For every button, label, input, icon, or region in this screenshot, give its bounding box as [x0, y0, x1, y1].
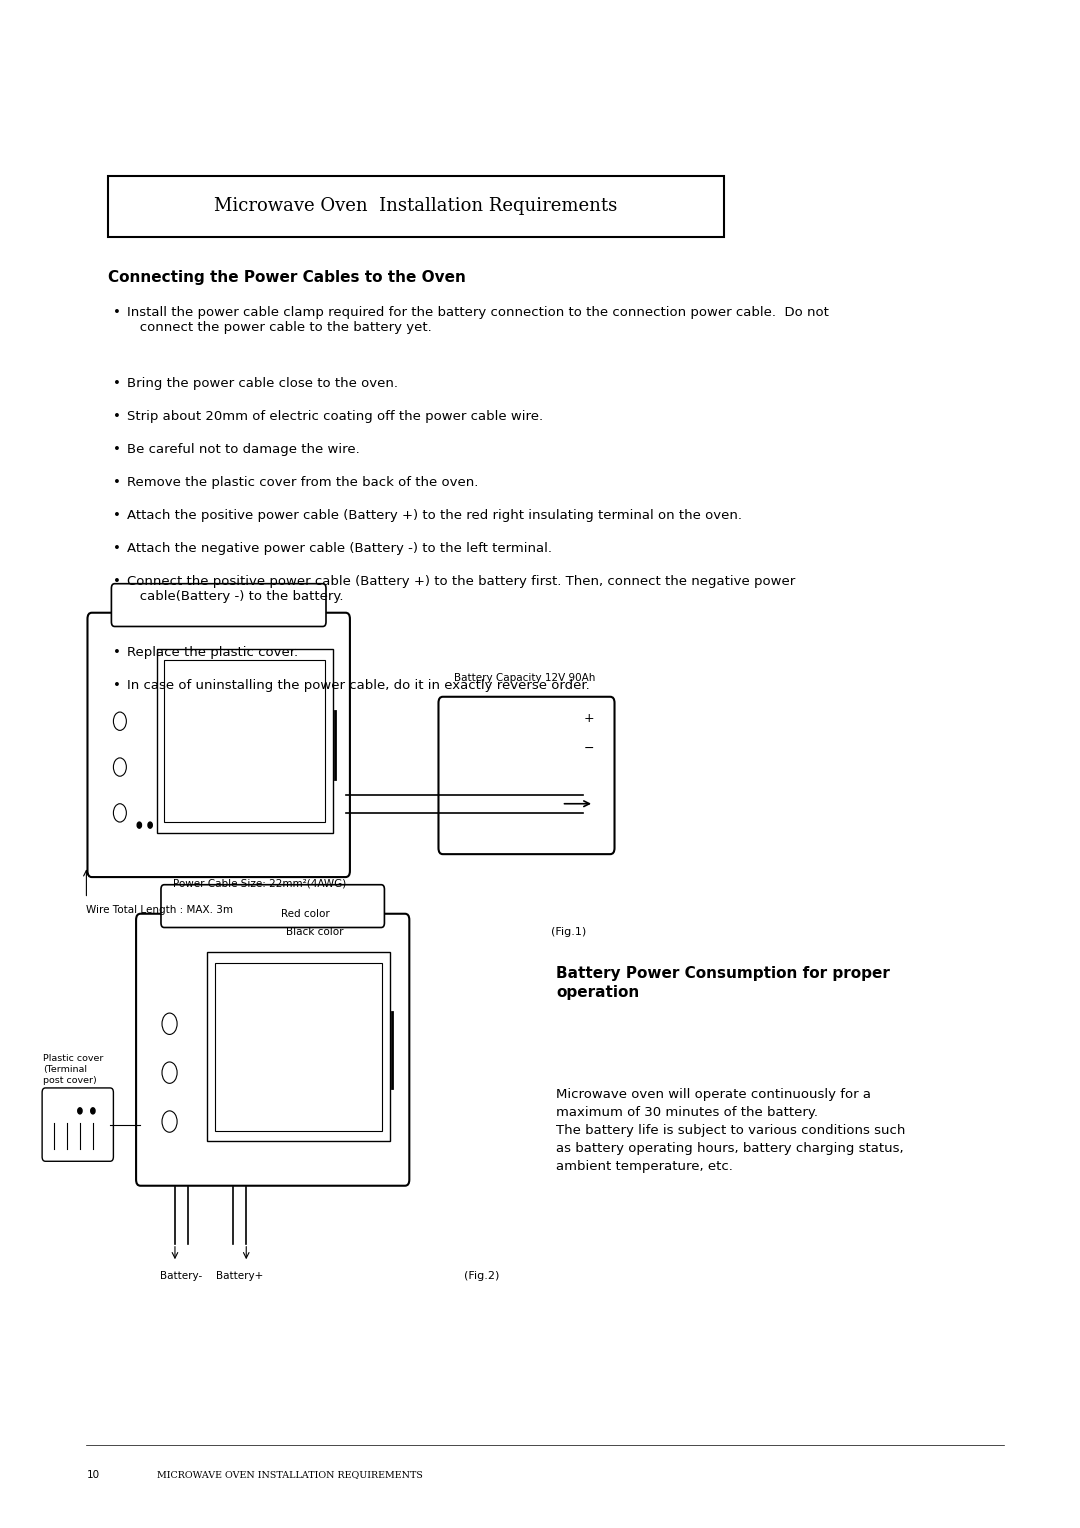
Text: •: • [113, 541, 121, 555]
Text: +: + [583, 712, 594, 724]
Circle shape [148, 822, 152, 828]
Text: Strip about 20mm of electric coating off the power cable wire.: Strip about 20mm of electric coating off… [127, 410, 543, 423]
Bar [207, 952, 390, 1141]
Text: (Fig.2): (Fig.2) [464, 1271, 500, 1282]
FancyBboxPatch shape [87, 613, 350, 877]
Text: •: • [113, 575, 121, 588]
Text: Bring the power cable close to the oven.: Bring the power cable close to the oven. [127, 377, 399, 391]
Text: Be careful not to damage the wire.: Be careful not to damage the wire. [127, 443, 361, 457]
Text: Power Cable Size: 22mm²(4AWG): Power Cable Size: 22mm²(4AWG) [173, 879, 346, 889]
Text: 10: 10 [86, 1470, 99, 1481]
Text: Connect the positive power cable (Battery +) to the battery first. Then, connect: Connect the positive power cable (Batter… [127, 575, 796, 602]
Text: •: • [113, 410, 121, 423]
Text: •: • [113, 678, 121, 692]
Text: Battery Power Consumption for proper
operation: Battery Power Consumption for proper ope… [556, 966, 890, 1001]
Bar [108, 176, 724, 237]
Circle shape [91, 1108, 95, 1114]
Bar [157, 649, 333, 833]
Text: Connecting the Power Cables to the Oven: Connecting the Power Cables to the Oven [108, 270, 465, 286]
Text: Attach the positive power cable (Battery +) to the red right insulating terminal: Attach the positive power cable (Battery… [127, 509, 742, 523]
Text: Red color: Red color [281, 909, 329, 920]
Bar [215, 963, 382, 1131]
Text: •: • [113, 306, 121, 319]
Text: •: • [113, 443, 121, 457]
FancyBboxPatch shape [438, 697, 615, 854]
Text: Battery-: Battery- [160, 1271, 203, 1282]
Text: Battery+: Battery+ [216, 1271, 264, 1282]
Text: −: − [583, 743, 594, 755]
Circle shape [78, 1108, 82, 1114]
Text: (Fig.1): (Fig.1) [551, 927, 586, 938]
Text: •: • [113, 477, 121, 489]
Text: •: • [113, 377, 121, 391]
Text: •: • [113, 509, 121, 523]
Text: •: • [113, 646, 121, 660]
Text: Plastic cover
(Terminal
post cover): Plastic cover (Terminal post cover) [43, 1054, 104, 1085]
Text: Install the power cable clamp required for the battery connection to the connect: Install the power cable clamp required f… [127, 306, 829, 333]
Text: Microwave Oven  Installation Requirements: Microwave Oven Installation Requirements [214, 197, 618, 215]
Text: Microwave oven will operate continuously for a
maximum of 30 minutes of the batt: Microwave oven will operate continuously… [556, 1088, 905, 1174]
FancyBboxPatch shape [161, 885, 384, 927]
Text: Replace the plastic cover.: Replace the plastic cover. [127, 646, 298, 660]
FancyBboxPatch shape [136, 914, 409, 1186]
Text: Attach the negative power cable (Battery -) to the left terminal.: Attach the negative power cable (Battery… [127, 541, 553, 555]
Text: Remove the plastic cover from the back of the oven.: Remove the plastic cover from the back o… [127, 477, 478, 489]
FancyBboxPatch shape [111, 584, 326, 626]
Circle shape [137, 822, 141, 828]
Text: Battery Capacity 12V 90Ah: Battery Capacity 12V 90Ah [454, 672, 595, 683]
FancyBboxPatch shape [42, 1088, 113, 1161]
Text: Wire Total Length : MAX. 3m: Wire Total Length : MAX. 3m [86, 905, 233, 915]
Bar [164, 660, 325, 822]
Text: In case of uninstalling the power cable, do it in exactly reverse order.: In case of uninstalling the power cable,… [127, 678, 590, 692]
Text: Black color: Black color [286, 927, 343, 938]
Text: MICROWAVE OVEN INSTALLATION REQUIREMENTS: MICROWAVE OVEN INSTALLATION REQUIREMENTS [157, 1470, 422, 1479]
